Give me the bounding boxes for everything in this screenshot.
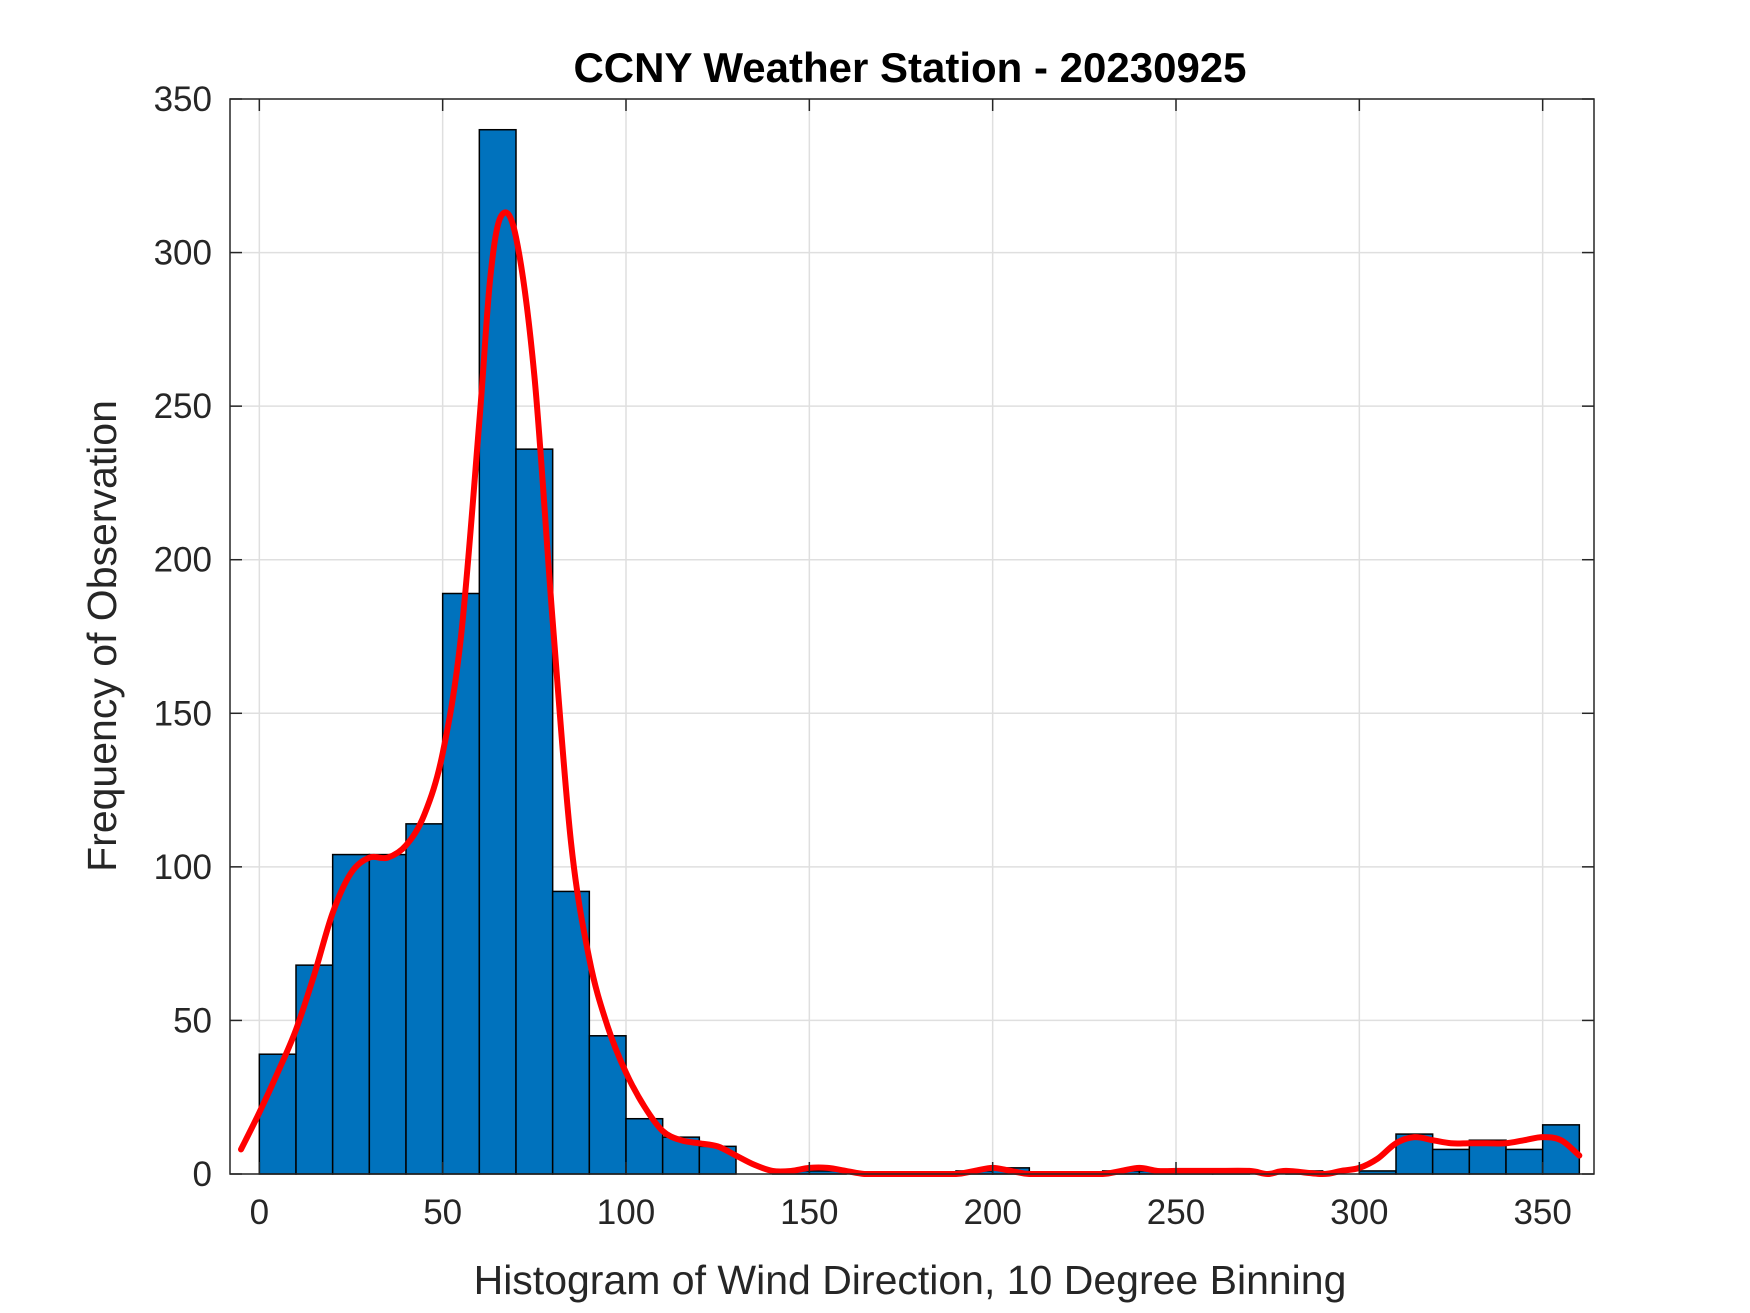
x-axis-label: Histogram of Wind Direction, 10 Degree B… [474,1257,1347,1303]
x-tick-label: 50 [423,1193,462,1232]
y-axis-label: Frequency of Observation [79,400,125,872]
histogram-bar [368,853,407,1175]
density-curve [238,209,1583,1177]
y-tick-label: 200 [154,541,212,580]
x-tick-label: 200 [963,1193,1021,1232]
histogram-bar [441,592,481,1175]
x-tick-label: 300 [1330,1193,1388,1232]
x-tick-label: 0 [250,1193,269,1232]
histogram-bar [405,823,444,1175]
y-tick-label: 250 [154,387,212,426]
y-tick-label: 350 [154,80,212,119]
y-tick-label: 300 [154,234,212,273]
histogram-bar [331,853,371,1175]
y-tick-label: 100 [154,848,212,887]
y-tick-label: 150 [154,694,212,733]
x-tick-label: 100 [597,1193,655,1232]
x-tick-label: 250 [1147,1193,1205,1232]
histogram-bar [295,964,334,1175]
y-tick-label: 0 [193,1155,212,1194]
x-tick-label: 150 [780,1193,838,1232]
tick-marks [230,98,1594,1175]
axes-box [229,98,1595,1175]
x-tick-labels: 0 50 100 150 200 250 300 350 [250,1193,1572,1232]
histogram-bar [1431,1148,1471,1175]
y-tick-label: 50 [173,1001,212,1040]
histogram-bar [1505,1148,1544,1175]
y-tick-labels: 0 50 100 150 200 250 300 350 [154,80,212,1194]
chart-title: CCNY Weather Station - 20230925 [573,44,1246,91]
histogram-bar [478,128,517,1175]
x-tick-label: 350 [1513,1193,1571,1232]
